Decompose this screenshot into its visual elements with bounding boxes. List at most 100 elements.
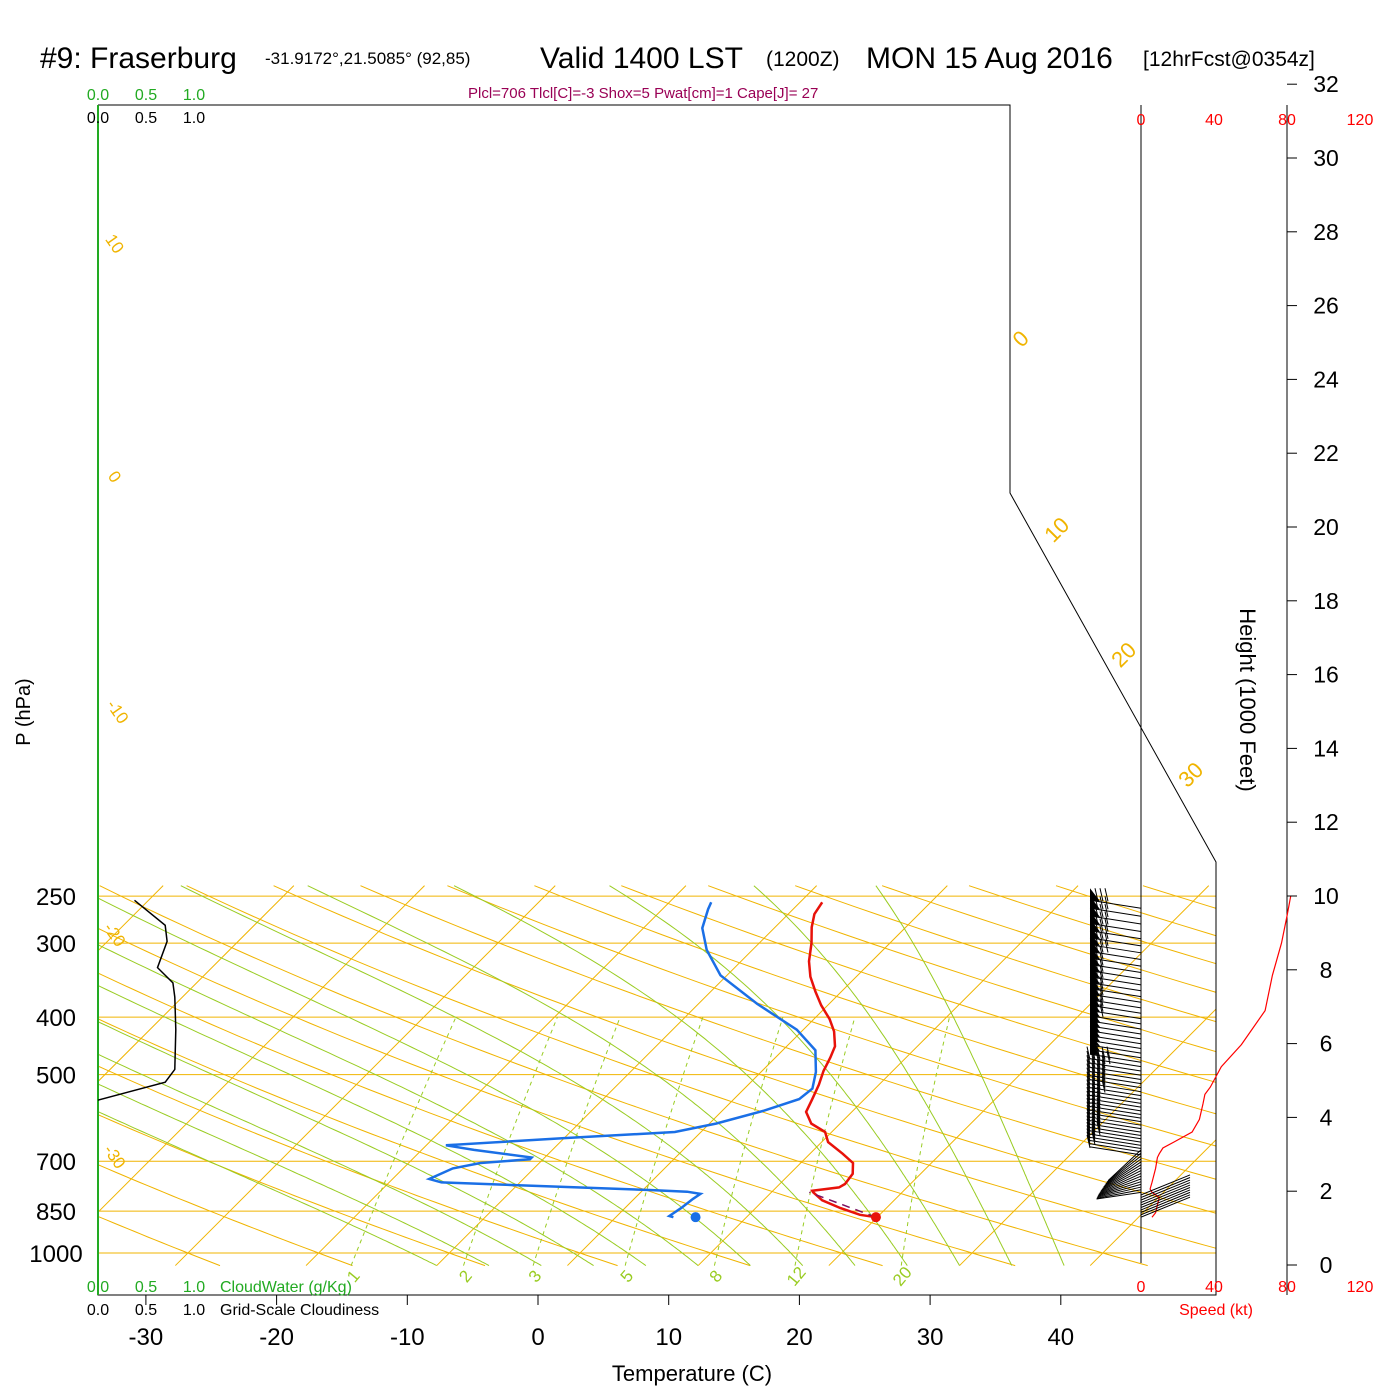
isotherm-line [697,885,1079,1266]
dry-adiabat-label: 10 [101,231,127,257]
dewpoint-line [425,901,818,1219]
moist-adiabat-line [307,885,856,1266]
mixing-ratio-label: 2 [455,1267,476,1286]
pressure-tick-label: 300 [36,931,76,958]
temperature-tick-label: 30 [917,1324,944,1351]
wind-barb [1096,1189,1142,1199]
plot-frame [97,104,1288,1296]
mixing-ratio-label: 8 [706,1267,727,1286]
height-tick-label: 26 [1313,293,1339,319]
wind-barb [1140,1177,1191,1198]
height-tick-label: 20 [1313,514,1339,540]
height-tick-label: 28 [1313,219,1339,245]
height-tick-label: 8 [1320,957,1333,983]
x-axis-title: Temperature (C) [612,1361,772,1386]
wind-barb [1140,1179,1191,1201]
isotherm-line [305,885,687,1266]
wind-barb [1098,1178,1142,1195]
moist-adiabat-line [609,885,960,1266]
speed-tick-label-top: 0 [1137,112,1146,129]
speed-tick-label-bottom: 40 [1205,1279,1223,1296]
cloudiness-label: Grid-Scale Cloudiness [220,1302,379,1319]
dry-adiabat-line [621,885,1216,1267]
cloudiness-tick-top: 0.5 [135,110,157,127]
y-axis-title: P (hPa) [13,678,35,745]
dry-adiabat-line [708,885,1216,1267]
dry-adiabat-line [98,885,486,1267]
isotherm-line [828,885,1210,1266]
height-tick-label: 4 [1320,1104,1333,1130]
surface-temperature-dot [870,1212,881,1223]
wind-barb [1140,1182,1191,1204]
temperature-tick-label: -20 [259,1324,294,1351]
isotherm-line [436,885,817,1266]
wind-speed-line [1149,896,1292,1218]
wind-barb [1102,1164,1142,1189]
cloudwater-tick-top: 1.0 [183,87,205,104]
mixing-ratio-line [713,1016,784,1266]
wind-barb [1101,1167,1142,1191]
dry-adiabat-line [534,885,1216,1267]
mixing-ratio-line [350,1016,457,1266]
temperature-tick-label: 0 [531,1324,544,1351]
speed-tick-label-top: 80 [1278,112,1296,129]
valid-time: Valid 1400 LST [540,42,743,75]
pressure-tick-label: 1000 [29,1241,82,1268]
dry-adiabat-line [98,885,1016,1267]
forecast-label: [12hrFcst@0354z] [1143,48,1315,71]
dry-adiabat-line [447,885,1216,1267]
pressure-tick-label: 400 [36,1005,76,1032]
parcel-line [809,1191,877,1218]
mixing-ratio-label: 20 [889,1263,916,1290]
cloudiness-line [98,899,177,1101]
moist-adiabat-line [98,885,751,1266]
isotherm-line [98,885,295,1266]
wind-barb [1086,1059,1142,1080]
temperature-tick-label: -10 [390,1324,425,1351]
cloudwater-tick-top: 0.5 [135,87,157,104]
wind-barb [1086,1097,1142,1119]
height-tick-label: 24 [1313,366,1339,392]
isotherm-label: 10 [1039,512,1074,547]
dry-adiabat-line [98,885,221,1267]
cloudwater-label: CloudWater (g/Kg) [220,1279,352,1296]
temperature-tick-label: 20 [786,1324,813,1351]
valid-date: MON 15 Aug 2016 [866,42,1113,75]
wind-barbs [1086,888,1292,1218]
moist-adiabat-line [98,885,437,1267]
pressure-tick-label: 500 [36,1063,76,1090]
moist-adiabat-line [98,885,699,1266]
wind-barb [1089,888,1142,909]
dry-adiabat-line [186,885,1216,1267]
mixing-ratio-line [794,1016,856,1266]
pressure-tick-label: 700 [36,1149,76,1176]
cloudwater-tick-top: 0.0 [87,87,109,104]
surface-dewpoint-dot [690,1212,701,1223]
isotherm-line [1221,886,1400,1266]
mixing-ratio-line [624,1016,704,1266]
pressure-tick-label: 850 [36,1199,76,1226]
cloudwater-tick-bottom: 1.0 [183,1279,205,1296]
dry-adiabat-line [98,885,618,1267]
mixing-ratio-label: 12 [783,1263,810,1290]
height-tick-label: 12 [1313,809,1339,835]
wind-barb [1140,1174,1191,1196]
wind-barb [1097,1183,1142,1197]
wind-barb [1103,1161,1142,1188]
mixing-ratio-line [532,1016,621,1266]
isotherm-line [567,885,948,1266]
isotherm-line [98,885,425,1266]
height-tick-label: 6 [1320,1031,1333,1057]
isotherm-line [174,885,556,1266]
cloudwater-tick-bottom: 0.5 [135,1279,157,1296]
isotherm-line [0,886,32,1266]
pressure-tick-label: 250 [36,884,76,911]
height-tick-label: 14 [1313,735,1339,761]
dry-adiabat-label: -10 [103,696,133,727]
temperature-tick-label: 40 [1047,1324,1074,1351]
moist-adiabat-line [98,885,647,1267]
wind-barb [1086,1067,1142,1089]
height-tick-label: 10 [1313,883,1339,909]
station-coords: -31.9172°,21.5085° (92,85) [265,49,470,68]
